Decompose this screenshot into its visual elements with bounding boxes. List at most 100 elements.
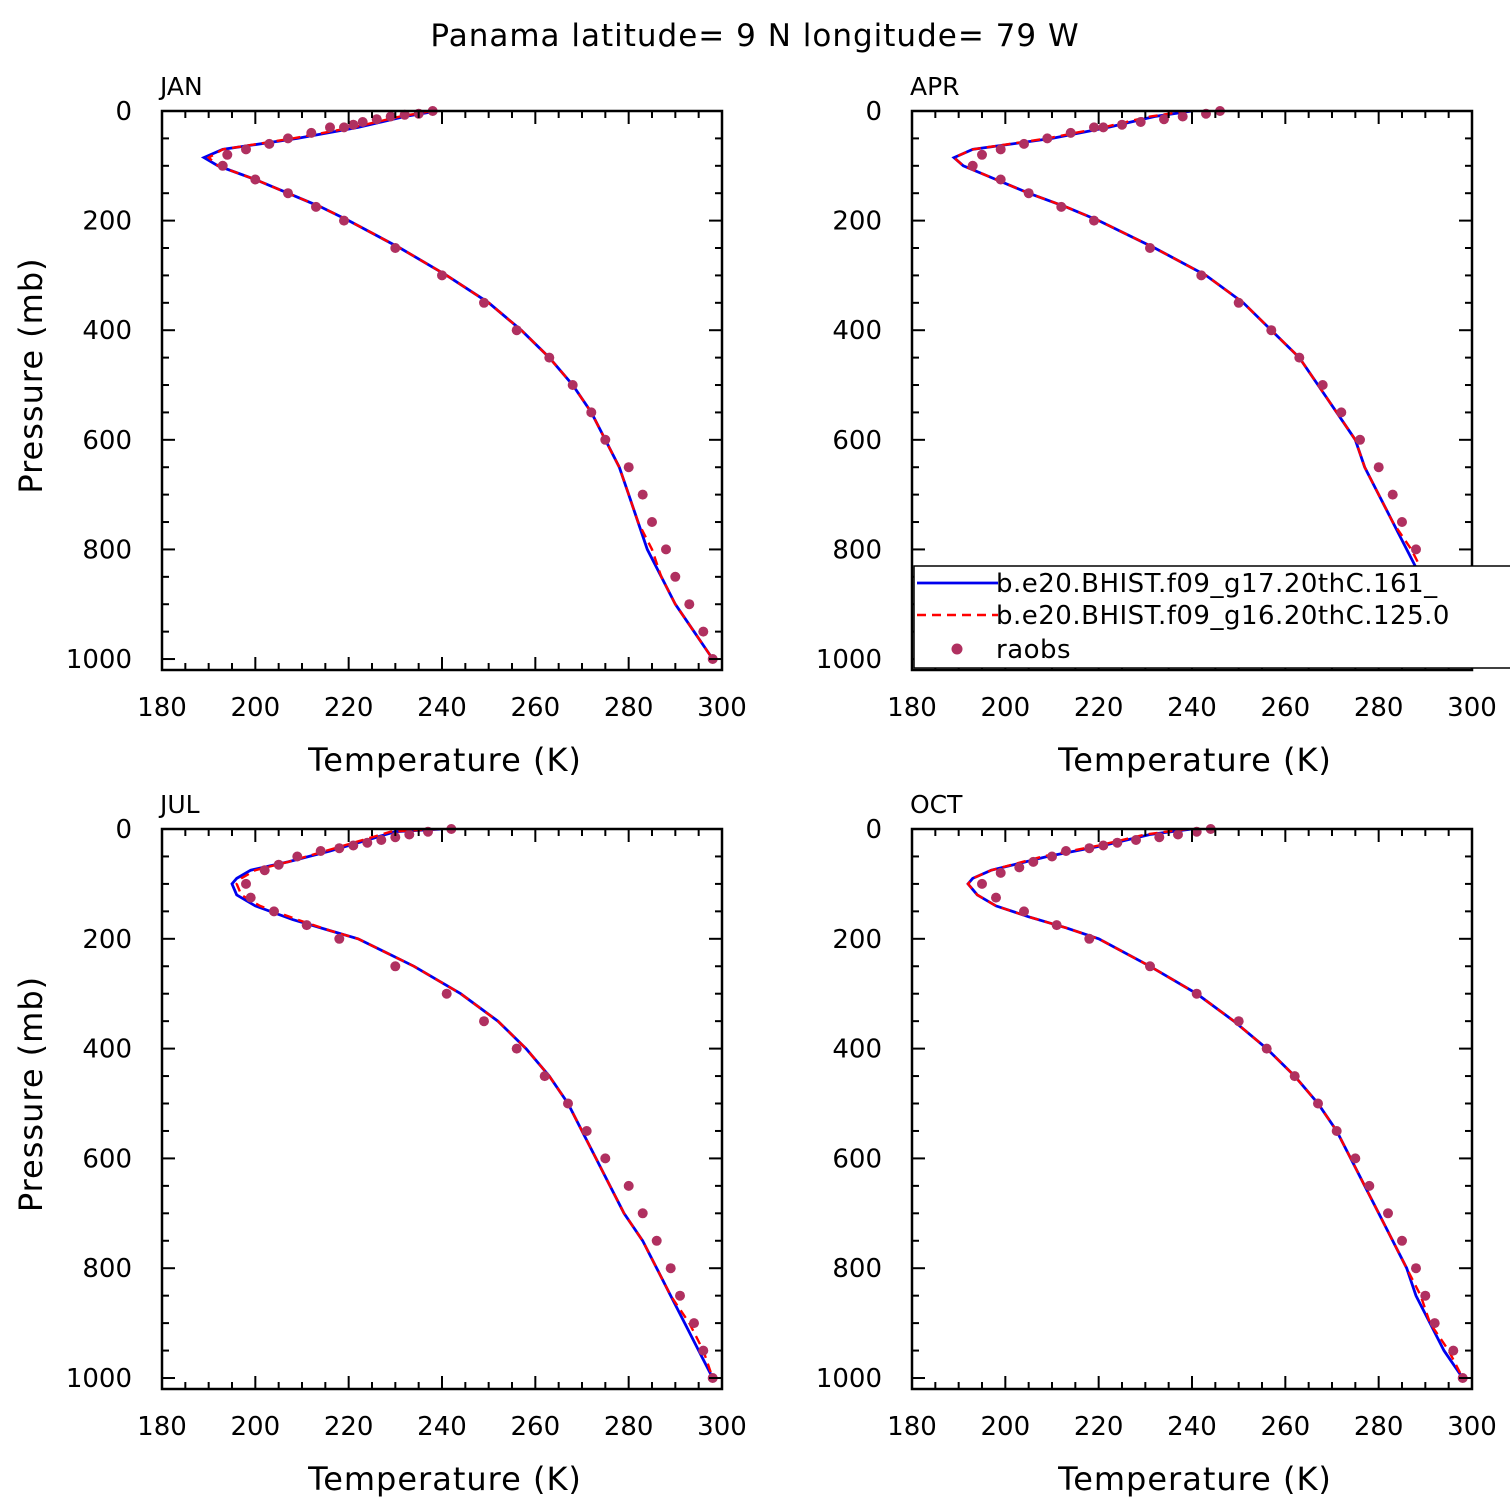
data-point — [217, 160, 228, 171]
data-point — [995, 144, 1006, 155]
data-point — [1023, 188, 1034, 199]
data-point — [1294, 352, 1305, 363]
data-point — [544, 352, 555, 363]
y-tick-label: 200 — [832, 207, 882, 237]
data-point — [1084, 933, 1095, 944]
x-tick-label: 200 — [231, 1412, 281, 1442]
data-point — [1112, 837, 1123, 848]
legend-label: b.e20.BHIST.f09_g16.20thC.125.0 — [996, 601, 1450, 631]
panel-oct: 180 200 220 240 260 280 300 0 200 400 600 800 1000 OC… — [816, 790, 1497, 1498]
data-point — [241, 144, 251, 155]
x-tick-label: 240 — [1167, 1412, 1217, 1442]
data-point — [684, 599, 695, 610]
y-tick-label: 800 — [82, 535, 132, 565]
data-point — [1373, 462, 1384, 473]
x-tick-label: 280 — [1354, 693, 1404, 723]
data-point — [259, 865, 270, 876]
data-point — [241, 878, 251, 889]
raobs-points — [977, 824, 1468, 1383]
data-point — [1397, 1235, 1407, 1246]
data-point — [1177, 111, 1188, 122]
y-tick-label: 600 — [82, 426, 132, 456]
series-line-model1 — [200, 111, 714, 660]
data-point — [1233, 297, 1244, 308]
data-point — [1383, 1208, 1393, 1219]
y-tick-label: 1000 — [816, 645, 882, 675]
data-point — [1448, 1345, 1459, 1356]
data-point — [567, 380, 578, 390]
data-point — [1317, 380, 1328, 390]
data-point — [362, 837, 373, 848]
y-tick-label: 400 — [832, 316, 882, 346]
data-point — [689, 1318, 699, 1329]
y-tick-label: 600 — [832, 426, 882, 456]
series-line-model1 — [230, 829, 714, 1379]
data-point — [698, 1345, 709, 1356]
x-tick-label: 180 — [887, 1412, 937, 1442]
data-point — [1098, 122, 1109, 133]
y-tick-label: 400 — [832, 1035, 882, 1065]
data-point — [581, 1126, 592, 1136]
data-point — [1420, 1290, 1431, 1301]
data-point — [1173, 829, 1183, 840]
data-point — [637, 1208, 648, 1219]
data-point — [1145, 961, 1155, 972]
data-point — [977, 149, 987, 160]
data-point — [479, 297, 489, 308]
plot-frame — [910, 827, 1474, 1391]
data-point — [1397, 517, 1407, 527]
data-point — [600, 1153, 611, 1164]
data-point — [269, 906, 279, 917]
data-point — [1233, 1016, 1244, 1027]
data-point — [348, 840, 359, 851]
data-point — [1289, 1071, 1300, 1082]
data-point — [1061, 846, 1071, 856]
x-tick-label: 220 — [1074, 1412, 1124, 1442]
data-point — [301, 920, 312, 931]
panel-label: JUL — [158, 790, 200, 819]
data-point — [325, 122, 335, 133]
data-point — [1089, 215, 1099, 226]
x-tick-label: 200 — [231, 693, 281, 723]
panel-apr: 180 200 220 240 260 280 300 0 200 400 600 800 1000 AP… — [816, 72, 1510, 779]
panel-jul: 180 200 220 240 260 280 300 0 200 400 600 800 1000 JU… — [12, 790, 747, 1498]
panel-label: APR — [910, 72, 960, 101]
data-point — [1196, 270, 1207, 281]
panel-label: OCT — [910, 790, 963, 819]
data-point — [315, 846, 326, 856]
legend: b.e20.BHIST.f09_g17.20thC.161_b.e20.BHIS… — [913, 565, 1510, 669]
y-tick-label: 0 — [115, 97, 132, 127]
data-point — [661, 544, 671, 555]
x-tick-label: 180 — [137, 693, 187, 723]
series-line-model1 — [966, 829, 1464, 1379]
x-tick-label: 300 — [1447, 693, 1497, 723]
x-tick-label: 300 — [697, 693, 747, 723]
data-point — [390, 832, 401, 843]
data-point — [1313, 1098, 1323, 1109]
data-point — [404, 829, 415, 840]
data-point — [348, 119, 359, 130]
data-point — [1336, 407, 1347, 418]
data-point — [311, 201, 321, 212]
data-point — [306, 127, 317, 138]
data-point — [222, 149, 233, 160]
data-point — [1159, 114, 1169, 125]
data-point — [647, 517, 657, 527]
figure-title: Panama latitude= 9 N longitude= 79 W — [430, 18, 1079, 54]
data-point — [1047, 851, 1057, 862]
data-point — [1065, 127, 1076, 138]
data-point — [264, 138, 275, 149]
data-point — [1191, 988, 1202, 999]
x-tick-label: 200 — [981, 693, 1031, 723]
data-point — [637, 489, 648, 500]
x-tick-label: 240 — [417, 693, 467, 723]
data-point — [991, 892, 1001, 903]
panel-label: JAN — [158, 72, 203, 101]
series-line-model2 — [966, 829, 1464, 1379]
data-point — [376, 835, 387, 845]
x-axis-title: Temperature (K) — [307, 741, 582, 779]
data-point — [623, 462, 634, 473]
y-tick-label: 200 — [832, 925, 882, 955]
data-point — [586, 407, 597, 418]
x-tick-label: 260 — [511, 1412, 561, 1442]
